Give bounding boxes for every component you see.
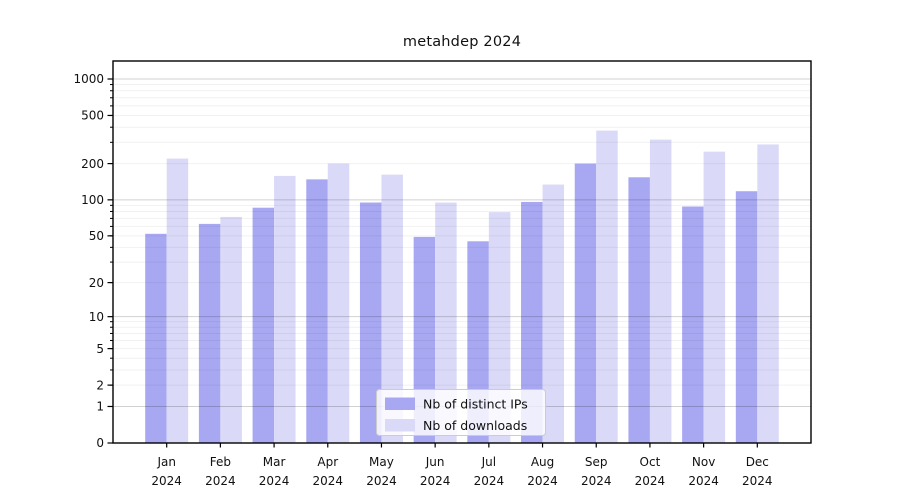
bar-downloads-oct <box>649 139 672 444</box>
y-axis-tick-label: 50 <box>89 229 104 243</box>
bar-downloads-nov <box>703 151 726 443</box>
y-axis-tick-label: 200 <box>81 157 104 171</box>
bar-downloads-may <box>381 174 403 443</box>
legend-label-downloads: Nb of downloads <box>423 418 527 433</box>
x-axis-label-nov: Nov 2024 <box>688 455 719 488</box>
bar-downloads-apr <box>327 163 350 443</box>
x-axis-label-jan: Jan 2024 <box>151 455 182 488</box>
x-axis-label-aug: Aug 2024 <box>527 455 558 488</box>
y-axis-tick-label: 10 <box>89 310 104 324</box>
x-axis-label-apr: Apr 2024 <box>312 455 343 488</box>
y-axis-tick-label: 100 <box>81 193 104 207</box>
legend-swatch-downloads <box>385 419 415 432</box>
bar-distinct-ips-jan <box>145 233 167 443</box>
bar-distinct-ips-apr <box>306 179 328 443</box>
bar-downloads-dec <box>757 144 779 443</box>
y-axis-tick-label: 500 <box>81 109 104 123</box>
y-axis-tick-label: 0 <box>96 436 104 450</box>
y-axis-tick-label: 2 <box>96 378 104 392</box>
x-axis-label-jun: Jun 2024 <box>420 455 451 488</box>
plot-frame <box>112 60 812 444</box>
bar-downloads-sep <box>596 130 618 443</box>
x-axis-label-sep: Sep 2024 <box>581 455 612 488</box>
x-axis-label-dec: Dec 2024 <box>742 455 773 488</box>
bar-distinct-ips-aug <box>521 201 543 443</box>
bar-downloads-jan <box>166 158 189 443</box>
y-axis-tick-label: 20 <box>89 276 104 290</box>
chart-title: metahdep 2024 <box>402 34 522 50</box>
x-axis-label-may: May 2024 <box>366 455 397 488</box>
bar-distinct-ips-oct <box>628 177 650 443</box>
legend-box <box>376 389 546 436</box>
bar-downloads-aug <box>542 184 565 444</box>
legend-label-distinct-ips: Nb of distinct IPs <box>423 397 528 412</box>
bar-distinct-ips-nov <box>682 206 704 443</box>
bar-distinct-ips-dec <box>735 191 758 443</box>
y-axis-tick-label: 5 <box>96 342 104 356</box>
y-axis-tick-label: 1 <box>96 400 104 414</box>
bar-distinct-ips-sep <box>574 163 597 443</box>
legend-swatch-distinct-ips <box>385 397 415 410</box>
bar-downloads-mar <box>274 175 296 443</box>
bar-downloads-jul <box>488 212 511 443</box>
x-axis-label-mar: Mar 2024 <box>259 455 290 488</box>
y-axis-tick-label: 1000 <box>73 72 104 86</box>
bar-distinct-ips-feb <box>198 223 221 443</box>
bar-distinct-ips-mar <box>252 207 275 443</box>
bar-downloads-feb <box>220 216 242 443</box>
bar-downloads-jun <box>435 202 457 443</box>
bar-distinct-ips-may <box>359 202 382 443</box>
x-axis-label-oct: Oct 2024 <box>635 455 666 488</box>
x-axis-label-feb: Feb 2024 <box>205 455 236 488</box>
x-axis-label-jul: Jul 2024 <box>474 455 505 488</box>
